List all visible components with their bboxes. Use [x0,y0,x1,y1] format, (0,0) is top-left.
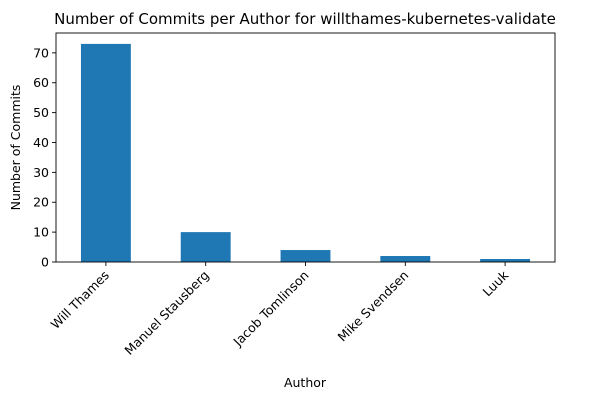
x-tick-label: Will Thames [48,268,112,332]
y-tick-label: 10 [33,225,49,240]
bar-manuel-stausberg [180,232,231,262]
y-tick-label: 30 [33,165,49,180]
bar-luuk [480,259,531,262]
y-tick-label: 40 [33,135,49,150]
bar-jacob-tomlinson [280,250,331,262]
x-tick-label: Jacob Tomlinson [230,268,312,350]
y-tick-label: 70 [33,45,49,60]
x-tick-label: Luuk [480,267,512,299]
x-axis-label: Author [284,375,327,390]
plot-area: 0 10 20 30 40 50 60 70 Will Thames Manuel Stausbe… [33,32,556,358]
y-tick-label: 20 [33,195,49,210]
chart-title: Number of Commits per Author for willtha… [54,10,556,28]
y-axis-label: Number of Commits [8,85,23,211]
x-tick-label: Manuel Stausberg [121,268,211,358]
x-tick-label: Mike Svendsen [335,268,412,345]
y-tick-label: 60 [33,75,49,90]
y-tick-label: 50 [33,105,49,120]
bar-mike-svendsen [380,256,431,262]
bar-will-thames [80,43,131,263]
y-tick-label: 0 [41,255,49,270]
